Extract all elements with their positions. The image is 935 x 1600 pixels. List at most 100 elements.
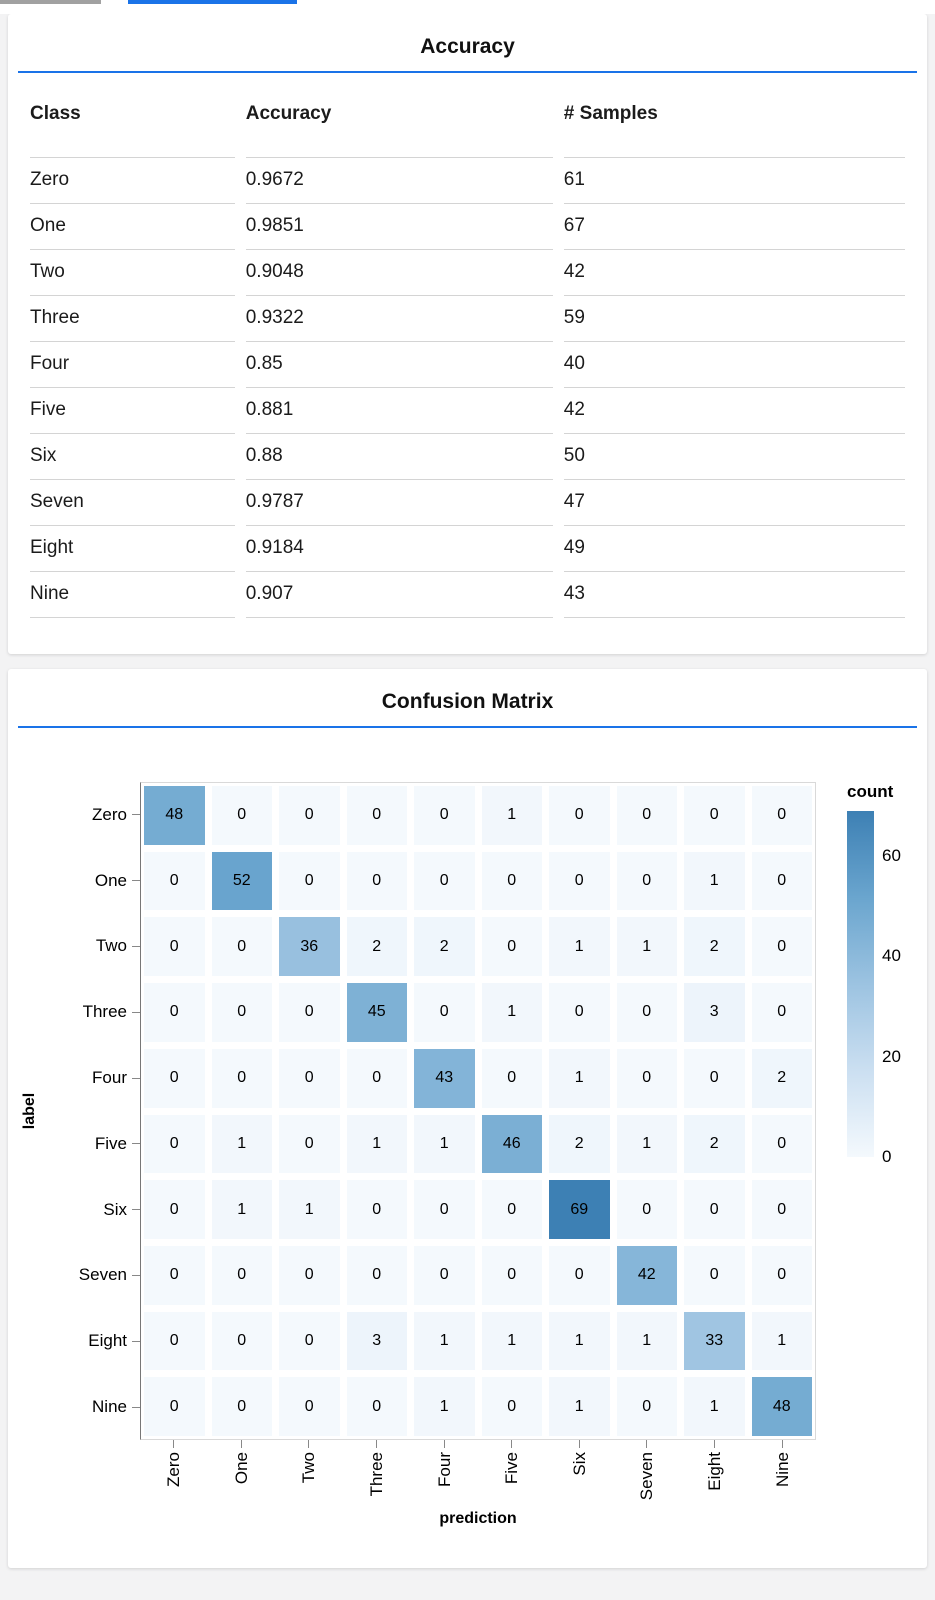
y-tick-label-text: Two: [95, 936, 127, 956]
matrix-cell-three-five: 1: [481, 983, 542, 1042]
matrix-cell-five-eight: 2: [684, 1114, 745, 1174]
legend-gradient-wrap: 60 40 20 0: [847, 811, 927, 1166]
y-tick-label: One: [52, 848, 140, 914]
top-strip: [0, 0, 935, 14]
matrix-cell-seven-eight: 0: [684, 1245, 745, 1305]
matrix-cell-three-one: 0: [211, 983, 272, 1042]
table-row: Two 0.9048 42: [30, 250, 905, 296]
matrix-cell-two-six: 1: [549, 917, 610, 977]
matrix-cell-eight-four: 1: [414, 1311, 475, 1371]
y-tick-label: Eight: [52, 1308, 140, 1374]
y-tick-label: Five: [52, 1111, 140, 1177]
matrix-cell-two-seven: 1: [616, 917, 677, 977]
matrix-cell-seven-four: 0: [414, 1245, 475, 1305]
y-tick-label-text: Seven: [78, 1265, 127, 1285]
table-cell: 0.881: [245, 388, 553, 434]
heatmap-grid: 48 0 0 0 0 1 0 0 0 0 0 52 0 0 0 0 0 0 1 0 0 0 36 2 2 0 1 1 2 0 0 0 0 45 0 1…: [140, 782, 816, 1440]
table-cell: 43: [563, 572, 905, 618]
x-tick-label: Nine: [748, 1440, 816, 1500]
matrix-cell-two-five: 0: [481, 917, 542, 977]
x-tick-mark: [240, 1440, 242, 1448]
x-tick-label: Eight: [681, 1440, 749, 1500]
table-cell: 42: [563, 250, 905, 296]
y-tick-label-text: Four: [92, 1068, 127, 1088]
matrix-cell-six-five: 0: [481, 1180, 542, 1239]
x-tick-label-text: Eight: [705, 1452, 725, 1491]
matrix-cell-one-nine: 0: [751, 851, 812, 911]
matrix-cell-four-seven: 0: [616, 1048, 677, 1108]
matrix-cell-six-six: 69: [549, 1180, 610, 1239]
table-cell: 40: [563, 342, 905, 388]
matrix-cell-eight-nine: 1: [751, 1311, 812, 1371]
legend-tick-label: 20: [882, 1046, 901, 1066]
matrix-cell-six-zero: 0: [144, 1180, 205, 1239]
y-axis-title: label: [21, 1092, 38, 1130]
matrix-cell-zero-nine: 0: [751, 786, 812, 845]
matrix-cell-eight-zero: 0: [144, 1311, 205, 1371]
x-axis-tick-labels: Zero One Two Three Four Five Six Seven Eight Nine: [140, 1440, 816, 1500]
matrix-cell-seven-two: 0: [279, 1245, 340, 1305]
y-tick-label: Seven: [52, 1243, 140, 1309]
y-tick-mark: [132, 1209, 140, 1211]
x-tick-label: Two: [275, 1440, 343, 1500]
matrix-cell-three-zero: 0: [144, 983, 205, 1042]
matrix-cell-three-four: 0: [414, 983, 475, 1042]
tab-indicator-inactive: [0, 0, 101, 4]
column-header: Accuracy: [245, 73, 553, 158]
matrix-cell-two-nine: 0: [751, 917, 812, 977]
y-tick-label-text: Eight: [88, 1331, 127, 1351]
confusion-matrix-title-divider: [18, 726, 917, 728]
y-tick-label-text: Zero: [92, 804, 127, 824]
table-row: One 0.9851 67: [30, 204, 905, 250]
y-tick-label-text: Six: [103, 1199, 127, 1219]
accuracy-card-title: Accuracy: [420, 35, 515, 58]
x-tick-label-text: Five: [502, 1452, 522, 1485]
accuracy-card: Accuracy Class Accuracy # Samples Zero 0.96…: [8, 14, 927, 654]
table-cell: 49: [563, 526, 905, 572]
x-tick-label-text: Seven: [637, 1452, 657, 1501]
matrix-cell-seven-nine: 0: [751, 1245, 812, 1305]
matrix-cell-nine-nine: 48: [751, 1377, 812, 1436]
column-header: # Samples: [563, 73, 905, 158]
matrix-cell-four-two: 0: [279, 1048, 340, 1108]
table-row: Eight 0.9184 49: [30, 526, 905, 572]
x-tick-label: Zero: [140, 1440, 208, 1500]
table-cell: 0.9851: [245, 204, 553, 250]
x-tick-mark: [714, 1440, 716, 1448]
y-tick-label-text: Five: [94, 1133, 127, 1153]
matrix-cell-nine-two: 0: [279, 1377, 340, 1436]
x-tick-label: Seven: [613, 1440, 681, 1500]
matrix-cell-six-eight: 0: [684, 1180, 745, 1239]
matrix-cell-three-nine: 0: [751, 983, 812, 1042]
y-tick-mark: [132, 1274, 140, 1276]
x-tick-label: Six: [546, 1440, 614, 1500]
matrix-cell-eight-six: 1: [549, 1311, 610, 1371]
x-tick-label-text: Nine: [772, 1452, 792, 1487]
table-cell: 47: [563, 480, 905, 526]
matrix-cell-seven-three: 0: [346, 1245, 407, 1305]
matrix-cell-two-two: 36: [279, 917, 340, 977]
y-tick-label: Nine: [52, 1374, 140, 1440]
matrix-cell-two-zero: 0: [144, 917, 205, 977]
matrix-cell-seven-six: 0: [549, 1245, 610, 1305]
x-tick-label: Four: [410, 1440, 478, 1500]
table-cell: 0.9787: [245, 480, 553, 526]
x-tick-mark: [646, 1440, 648, 1448]
x-tick-mark: [376, 1440, 378, 1448]
matrix-cell-six-seven: 0: [616, 1180, 677, 1239]
table-row: Seven 0.9787 47: [30, 480, 905, 526]
matrix-cell-zero-three: 0: [346, 786, 407, 845]
matrix-cell-six-two: 1: [279, 1180, 340, 1239]
y-tick-mark: [132, 1011, 140, 1013]
table-row: Four 0.85 40: [30, 342, 905, 388]
table-cell: 0.85: [245, 342, 553, 388]
accuracy-table-header: Class Accuracy # Samples: [30, 73, 905, 158]
matrix-cell-one-five: 0: [481, 851, 542, 911]
y-tick-label: Four: [52, 1045, 140, 1111]
matrix-cell-seven-five: 0: [481, 1245, 542, 1305]
matrix-cell-eight-two: 0: [279, 1311, 340, 1371]
matrix-cell-four-four: 43: [414, 1048, 475, 1108]
y-tick-label: Two: [52, 914, 140, 980]
matrix-cell-five-seven: 1: [616, 1114, 677, 1174]
matrix-cell-seven-one: 0: [211, 1245, 272, 1305]
